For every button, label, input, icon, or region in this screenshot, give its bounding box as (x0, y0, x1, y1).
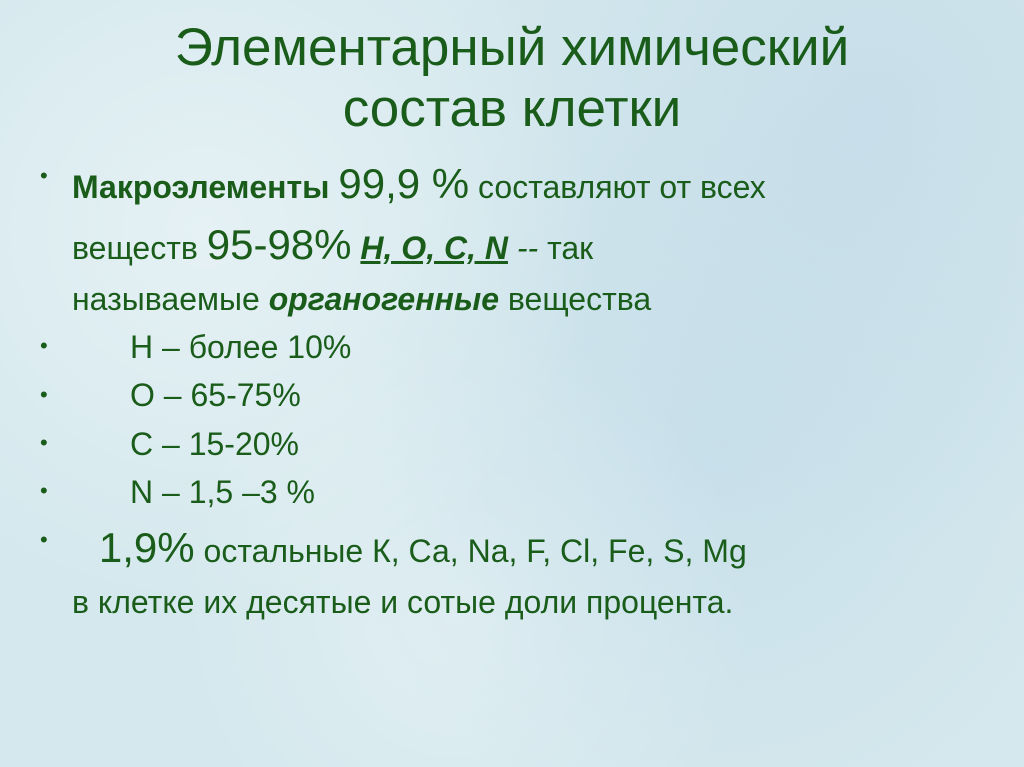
bullet-o-text: O – 65-75% (72, 372, 301, 418)
slide-title: Элементарный химический состав клетки (34, 18, 990, 140)
others-elements: К, Са, Nа, F, Сl, Fe, S, Mg (372, 533, 747, 569)
bullet-h-text: H – более 10% (72, 324, 351, 370)
others-line2: в клетке их десятые и сотые доли процент… (72, 584, 733, 620)
bullet-h: H – более 10% (34, 324, 990, 370)
macro-line3-pre: называемые (72, 281, 260, 317)
bullet-macroelements: Макроэлементы 99,9 % составляют от всех … (34, 154, 990, 322)
bullet-n-text: N – 1,5 –3 % (72, 469, 315, 515)
bullet-c-text: C – 15-20% (72, 421, 299, 467)
others-rest-label: остальные (204, 533, 364, 569)
macro-elements: H, O, C, N (360, 230, 508, 266)
bullet-list: Макроэлементы 99,9 % составляют от всех … (34, 154, 990, 625)
macro-dash: -- (517, 230, 538, 266)
bullet-c: C – 15-20% (34, 421, 990, 467)
bullet-n: N – 1,5 –3 % (34, 469, 990, 515)
macro-label: Макроэлементы (72, 169, 329, 205)
bullet-others: 1,9% остальные К, Са, Nа, F, Сl, Fe, S, … (34, 518, 990, 625)
macro-line3-post: вещества (508, 281, 651, 317)
macro-range-pct: 95-98% (207, 221, 352, 268)
bullet-o: O – 65-75% (34, 372, 990, 418)
macro-line2-pre: веществ (72, 230, 198, 266)
macro-tail2: так (547, 230, 593, 266)
macro-pct: 99,9 % (338, 160, 469, 207)
macro-organo: органогенные (269, 281, 499, 317)
others-pct: 1,9% (99, 524, 195, 571)
title-line-2: состав клетки (343, 79, 682, 138)
title-line-1: Элементарный химический (175, 18, 849, 77)
macro-tail1: составляют от всех (478, 169, 766, 205)
